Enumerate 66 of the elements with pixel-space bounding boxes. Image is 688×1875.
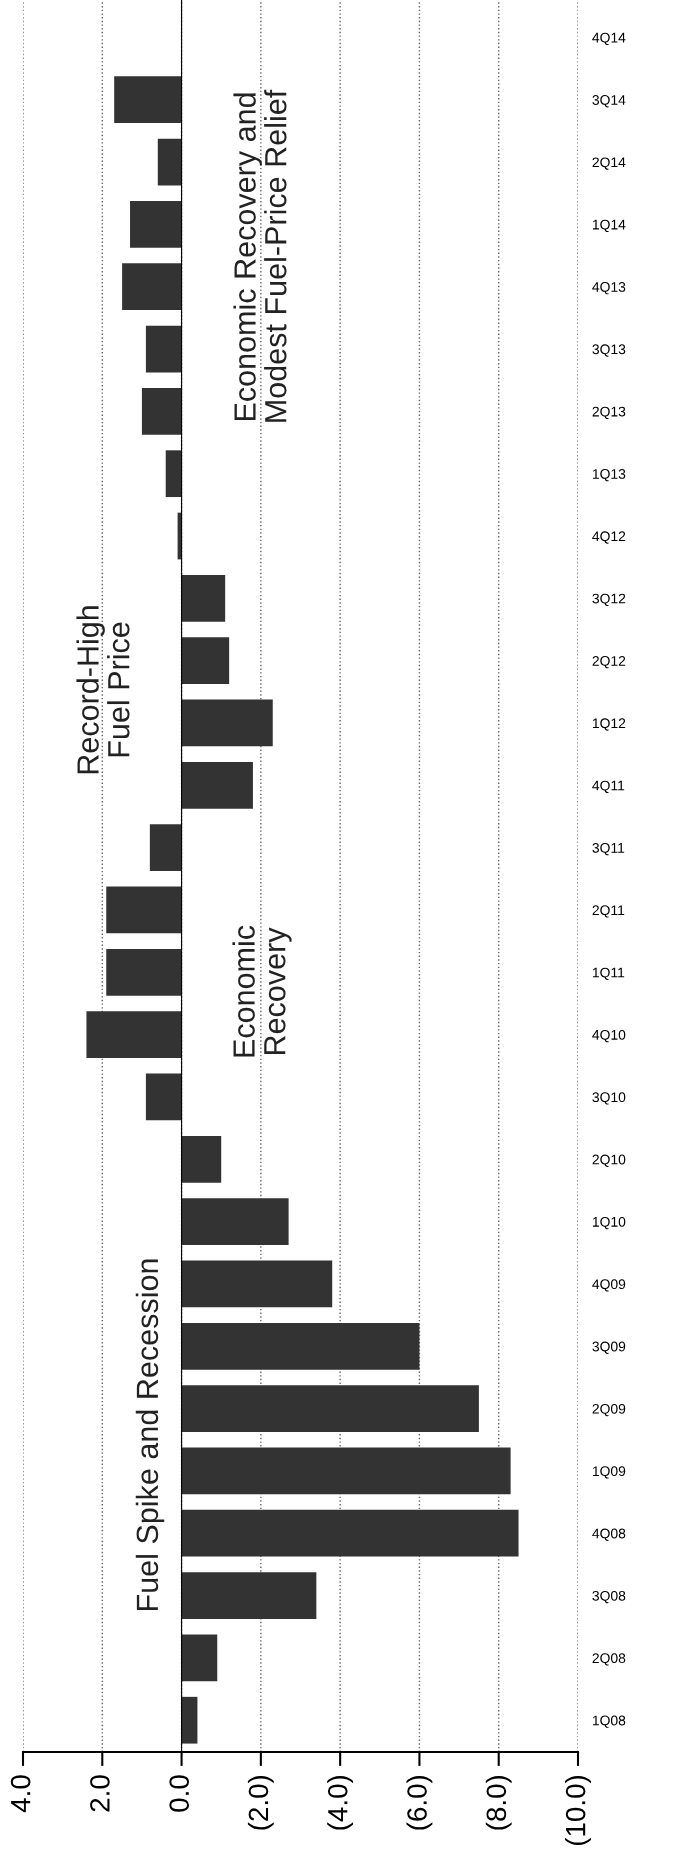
y-tick-label: 4Q14 [592,32,626,46]
bar [181,1260,333,1308]
bar [181,1135,222,1183]
y-tick-label: 4Q10 [592,1029,626,1043]
y-tick-label: 4Q09 [592,1279,626,1292]
bar [181,1447,511,1495]
annotation: Economic Recovery [232,925,292,1057]
annotation: Record-High Fuel Price [76,606,130,774]
y-tick-label: 1Q11 [592,967,625,980]
y-tick-label: 1Q14 [592,219,626,233]
y-tick-label: 1Q12 [592,718,626,731]
bar [106,886,182,934]
y-tick-label: 3Q13 [592,344,626,357]
y-tick-label: 2Q13 [592,406,626,420]
y-tick-label: 4Q11 [592,780,625,793]
bar [122,263,182,311]
x-tick-label: 2.0 [90,1775,110,1812]
bar [181,1198,289,1245]
x-tick-label: (4.0) [327,1775,354,1830]
bar [181,1509,519,1557]
bar [181,1572,317,1619]
x-tick-label: (6.0) [406,1775,433,1830]
y-tick-label: 3Q08 [592,1590,626,1604]
y-tick-label: 1Q09 [592,1466,626,1479]
bar [181,699,273,747]
y-tick-label: 3Q11 [592,842,625,856]
y-tick-label: 1Q10 [592,1216,626,1230]
x-tick-label: 0.0 [169,1775,190,1812]
y-tick-label: 2Q14 [592,157,626,170]
x-tick-label: (8.0) [485,1775,512,1830]
y-tick-label: 2Q10 [592,1154,626,1167]
bar [181,1634,218,1682]
bar [157,138,182,186]
bar [149,824,182,872]
x-tick-label: (2.0) [247,1775,274,1830]
bar [181,1696,198,1744]
y-tick-label: 4Q13 [592,282,626,295]
bar [86,1011,182,1058]
bar [114,76,182,124]
x-tick-label: (10.0) [565,1775,591,1846]
bar [181,1322,420,1370]
x-tick-label: 4.0 [10,1775,31,1813]
y-tick-label: 2Q12 [592,656,626,669]
bar [145,325,182,373]
y-tick-label: 1Q08 [592,1715,626,1728]
y-tick-label: 3Q12 [592,593,626,606]
bar [181,1385,479,1432]
y-tick-label: 3Q14 [592,95,626,108]
bar [181,574,226,622]
annotation: Fuel Spike and Recession [135,1259,165,1610]
y-tick-label: 2Q09 [592,1403,626,1417]
bar [145,1073,182,1121]
bar [181,761,253,809]
y-tick-label: 2Q08 [592,1653,626,1666]
y-tick-label: 3Q10 [592,1092,626,1105]
y-tick-label: 1Q13 [592,469,626,482]
bar [165,450,182,498]
bar [181,637,230,685]
y-tick-label: 4Q08 [592,1528,626,1541]
y-tick-label: 4Q12 [592,531,626,544]
bar [130,201,182,248]
bar [141,387,182,435]
annotation: Economic Recovery and Modest Fuel-Price Relief [233,89,287,422]
bar [106,948,182,996]
y-tick-label: 3Q09 [592,1341,626,1354]
y-tick-label: 2Q11 [592,905,625,918]
